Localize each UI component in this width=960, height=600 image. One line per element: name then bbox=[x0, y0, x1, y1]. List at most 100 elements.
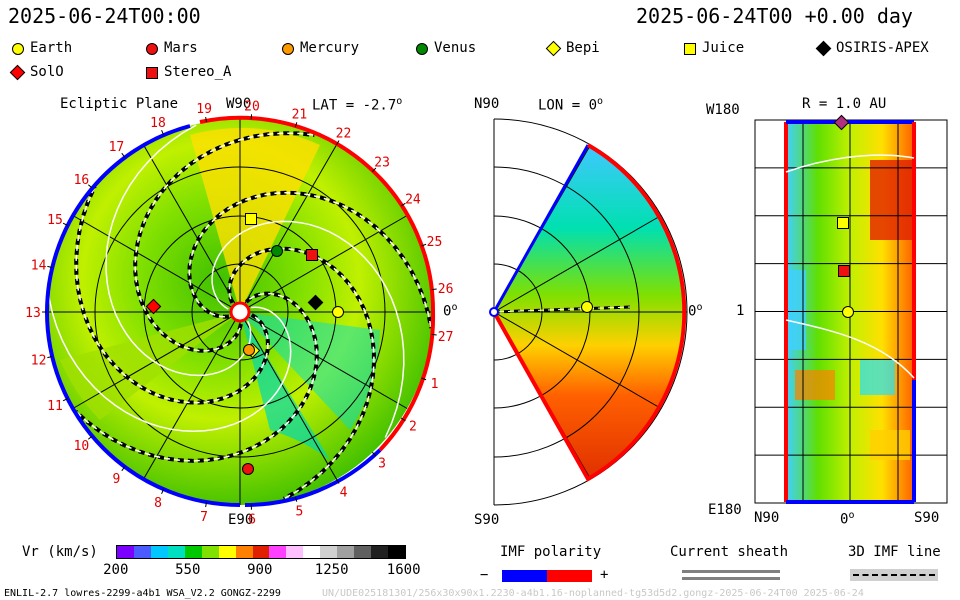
imf-negative-swatch bbox=[502, 570, 547, 582]
imf3d-label: 3D IMF line bbox=[848, 544, 941, 560]
ecliptic-title: Ecliptic Plane bbox=[60, 96, 179, 112]
sheath-line-1 bbox=[682, 570, 780, 573]
legend-earth-label: Earth bbox=[30, 40, 73, 56]
carrington-tick-7: 7 bbox=[200, 510, 208, 525]
sun-icon bbox=[229, 301, 251, 323]
venus-marker bbox=[271, 245, 283, 257]
colorbar-swatch-13 bbox=[337, 546, 355, 558]
legend-venus-label: Venus bbox=[434, 40, 477, 56]
map-mid-left-label: 1 bbox=[736, 303, 745, 319]
colorbar-swatch-12 bbox=[320, 546, 338, 558]
map-earth-marker bbox=[842, 306, 854, 318]
carrington-tick-26: 26 bbox=[438, 282, 454, 297]
legend-stereo-a-label: Stereo_A bbox=[164, 64, 232, 80]
colorbar-label: Vr (km/s) bbox=[22, 544, 98, 560]
date-left: 2025-06-24T00:00 bbox=[8, 4, 201, 28]
stereo-a-marker bbox=[306, 249, 318, 261]
imf-minus: − bbox=[480, 567, 489, 583]
carrington-tick-18: 18 bbox=[150, 116, 166, 131]
footer-model-info: ENLIL-2.7 lowres-2299-a4b1 WSA_V2.2 GONG… bbox=[4, 588, 281, 599]
colorbar-swatch-11 bbox=[303, 546, 321, 558]
meridional-top-label: N90 bbox=[474, 96, 500, 112]
legend-juice-icon bbox=[684, 43, 696, 55]
carrington-tick-14: 14 bbox=[31, 258, 47, 273]
legend-stereo-a-icon bbox=[146, 67, 158, 79]
carrington-tick-27: 27 bbox=[438, 330, 454, 345]
colorbar-swatch-7 bbox=[235, 546, 253, 558]
ecliptic-boundary-pos bbox=[199, 115, 436, 452]
footer-run-info: UN/UDE025181301/256x30x90x1.2230-a4b1.16… bbox=[322, 588, 864, 599]
legend-bepi-label: Bepi bbox=[566, 40, 600, 56]
ecliptic-right-label: 0o bbox=[443, 302, 458, 320]
meridional-right-label: 0o bbox=[688, 302, 703, 320]
juice-marker bbox=[245, 213, 257, 225]
colorbar-swatch-6 bbox=[218, 546, 236, 558]
ecliptic-top-label: W90 bbox=[226, 96, 252, 112]
current-sheath-label: Current sheath bbox=[670, 544, 789, 560]
map-top-left-label: W180 bbox=[706, 102, 740, 118]
carrington-tick-1: 1 bbox=[431, 377, 439, 392]
carrington-tick-21: 21 bbox=[292, 108, 308, 123]
carrington-tick-5: 5 bbox=[295, 504, 303, 519]
legend-juice-label: Juice bbox=[702, 40, 745, 56]
colorbar-swatch-0 bbox=[117, 546, 134, 558]
map-stereo-a-marker bbox=[838, 265, 850, 277]
carrington-tick-19: 19 bbox=[196, 102, 212, 117]
map-bottom-left-label: E180 bbox=[708, 502, 742, 518]
colorbar-tick-900: 900 bbox=[247, 562, 273, 578]
carrington-tick-2: 2 bbox=[409, 420, 417, 435]
colorbar-swatch-5 bbox=[201, 546, 219, 558]
colorbar-swatch-16 bbox=[388, 546, 405, 558]
carrington-tick-24: 24 bbox=[405, 192, 421, 207]
map-r-label: R = 1.0 AU bbox=[802, 96, 887, 112]
carrington-tick-9: 9 bbox=[112, 472, 120, 487]
meridional-bottom-label: S90 bbox=[474, 512, 500, 528]
map-x-label-s90: S90 bbox=[914, 510, 940, 526]
imf3d-dash bbox=[853, 574, 935, 576]
carrington-tick-6: 6 bbox=[248, 513, 256, 528]
carrington-tick-20: 20 bbox=[244, 99, 260, 114]
imf-polarity-label: IMF polarity bbox=[500, 544, 602, 560]
meridional-lon-label: LON = 0o bbox=[538, 96, 604, 114]
carrington-tick-11: 11 bbox=[47, 399, 63, 414]
mars-marker bbox=[242, 463, 254, 475]
colorbar-tick-200: 200 bbox=[103, 562, 129, 578]
colorbar-tick-1250: 1250 bbox=[314, 562, 349, 578]
map-x-label-n90: N90 bbox=[754, 510, 780, 526]
map-juice-marker bbox=[837, 217, 849, 229]
colorbar-swatch-9 bbox=[269, 546, 287, 558]
colorbar-swatch-3 bbox=[167, 546, 185, 558]
carrington-tick-25: 25 bbox=[427, 235, 443, 250]
legend-mars-label: Mars bbox=[164, 40, 198, 56]
carrington-tick-13: 13 bbox=[25, 306, 41, 321]
colorbar-swatch-8 bbox=[252, 546, 270, 558]
colorbar-swatch-1 bbox=[133, 546, 151, 558]
carrington-tick-17: 17 bbox=[109, 140, 125, 155]
earth-meridional-marker bbox=[581, 301, 593, 313]
carrington-tick-12: 12 bbox=[31, 354, 47, 369]
carrington-tick-23: 23 bbox=[374, 155, 390, 170]
legend-mercury-icon bbox=[282, 43, 294, 55]
ecliptic-boundary-neg bbox=[45, 311, 241, 507]
carrington-tick-16: 16 bbox=[74, 173, 90, 188]
colorbar bbox=[116, 545, 406, 559]
ecliptic-lat-label: LAT = -2.7o bbox=[312, 96, 403, 114]
legend-mars-icon bbox=[146, 43, 158, 55]
carrington-tick-3: 3 bbox=[378, 457, 386, 472]
date-right: 2025-06-24T00 +0.00 day bbox=[636, 4, 913, 28]
imf-positive-swatch bbox=[547, 570, 592, 582]
colorbar-swatch-2 bbox=[150, 546, 168, 558]
colorbar-tick-1600: 1600 bbox=[386, 562, 421, 578]
carrington-tick-15: 15 bbox=[47, 213, 63, 228]
sheath-line-2 bbox=[682, 577, 780, 580]
carrington-tick-22: 22 bbox=[336, 127, 352, 142]
legend-solo-label: SolO bbox=[30, 64, 64, 80]
colorbar-swatch-10 bbox=[286, 546, 304, 558]
map-x-label-0: 0o bbox=[840, 510, 855, 528]
colorbar-swatch-15 bbox=[371, 546, 388, 558]
carrington-tick-4: 4 bbox=[340, 485, 348, 500]
earth-marker bbox=[332, 306, 344, 318]
mercury-marker bbox=[243, 344, 255, 356]
